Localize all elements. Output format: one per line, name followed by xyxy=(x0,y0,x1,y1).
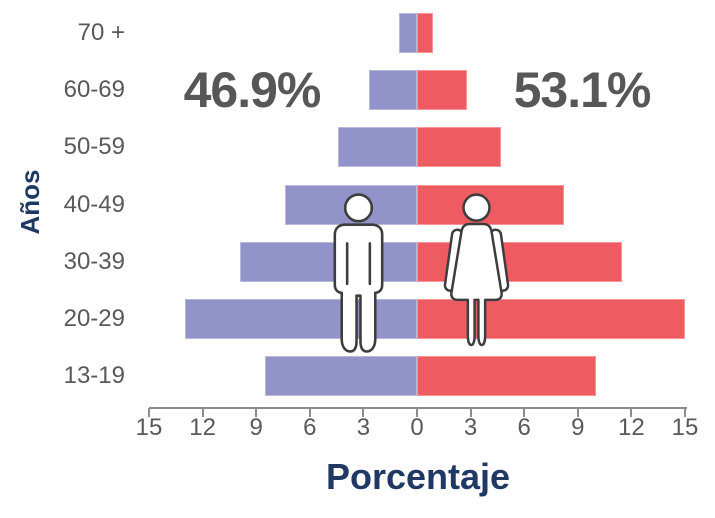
age-group-label: 20-29 xyxy=(63,304,125,332)
x-axis-tick xyxy=(630,408,633,417)
x-axis-tick xyxy=(308,408,311,417)
x-axis-line xyxy=(149,407,687,409)
x-axis-tick xyxy=(148,408,150,417)
x-axis-tick xyxy=(362,408,365,417)
x-axis-title: Porcentaje xyxy=(325,456,511,497)
female-total-percentage: 53.1% xyxy=(513,62,652,118)
male-bar xyxy=(240,241,417,282)
x-axis-tick-label: 15 xyxy=(135,414,163,441)
male-icon xyxy=(333,193,384,353)
x-axis-tick xyxy=(523,408,526,417)
x-axis-tick-label: 12 xyxy=(189,414,216,441)
x-axis-tick xyxy=(416,408,418,417)
x-axis-tick-label: 6 xyxy=(517,414,531,441)
female-bar xyxy=(417,356,596,397)
male-arm-lines xyxy=(345,242,372,286)
male-bar xyxy=(338,127,417,168)
x-axis-tick xyxy=(201,408,204,417)
age-group-label: 50-59 xyxy=(63,133,125,161)
age-group-label: 40-49 xyxy=(63,190,125,218)
age-group-label: 60-69 xyxy=(63,76,125,104)
x-axis-tick-label: 9 xyxy=(571,414,585,441)
male-bar xyxy=(368,70,417,111)
female-icon xyxy=(443,193,510,347)
male-head xyxy=(343,193,374,223)
age-group-label: 13-19 xyxy=(63,362,125,390)
x-axis-tick xyxy=(576,408,579,417)
x-axis-tick-label: 3 xyxy=(356,414,371,441)
age-group-label: 30-39 xyxy=(63,247,125,275)
female-bar xyxy=(417,13,434,53)
female-bar xyxy=(417,298,685,339)
x-axis-tick xyxy=(255,408,258,417)
male-bar xyxy=(399,13,417,53)
x-axis-tick-label: 15 xyxy=(671,414,699,441)
female-bar xyxy=(417,70,468,111)
x-axis-tick-label: 12 xyxy=(618,414,645,441)
male-bar xyxy=(184,298,417,339)
male-total-percentage: 46.9% xyxy=(183,62,322,118)
male-body-shape xyxy=(333,223,384,353)
female-dress-shape xyxy=(450,222,503,347)
female-head xyxy=(462,193,491,222)
age-group-label: 70 + xyxy=(77,19,125,46)
male-bar xyxy=(265,356,417,397)
x-axis-tick-label: 3 xyxy=(463,414,478,441)
x-axis-tick xyxy=(469,408,472,417)
x-axis-tick-label: 0 xyxy=(410,414,424,441)
female-bar xyxy=(417,127,501,168)
x-axis-tick-label: 9 xyxy=(249,414,263,441)
x-axis-tick xyxy=(684,408,686,417)
x-axis-tick-label: 6 xyxy=(303,414,317,441)
